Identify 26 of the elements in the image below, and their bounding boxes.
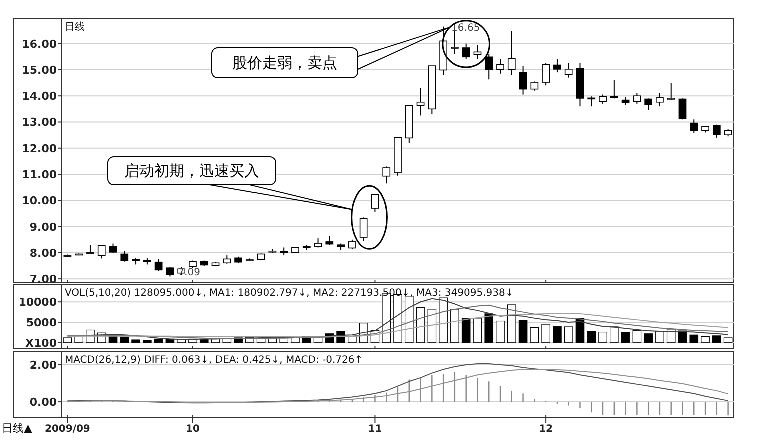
chart-title: MACD(26,12,9) DIFF: 0.063↓, DEA: 0.425↓, MACD: -0.726↑ bbox=[65, 355, 364, 366]
y-tick-label: 16.00 bbox=[22, 38, 58, 51]
y-tick-label: X100 bbox=[26, 336, 58, 350]
x-tick-label: 11 bbox=[368, 424, 382, 435]
annotation: 16.65 bbox=[452, 22, 480, 34]
x-tick-label: 2009/09 bbox=[44, 424, 90, 435]
y-tick-label: 11.00 bbox=[22, 168, 58, 182]
y-tick-label: 10000 bbox=[18, 296, 58, 310]
y-tick-label: 14.00 bbox=[22, 90, 58, 104]
annotation: 股价走弱，卖点 bbox=[232, 54, 338, 72]
y-tick-label: 12.00 bbox=[22, 142, 58, 156]
y-tick-label: 8.00 bbox=[30, 246, 58, 260]
y-tick-label: 13.00 bbox=[22, 116, 58, 130]
annotation: 启动初期，迅速买入 bbox=[124, 162, 260, 180]
y-tick-label: 15.00 bbox=[22, 64, 58, 77]
y-tick-label: 0.00 bbox=[30, 396, 58, 410]
y-tick-label: 9.00 bbox=[30, 220, 58, 234]
x-tick-label: 12 bbox=[539, 424, 554, 435]
y-tick-label: 2.00 bbox=[30, 358, 58, 372]
y-tick-label: 5000 bbox=[26, 316, 58, 330]
x-tick-label: 10 bbox=[186, 424, 200, 435]
y-tick-label: 10.00 bbox=[22, 194, 58, 208]
chart-title: 日线 bbox=[65, 21, 85, 33]
text: 日线▲ bbox=[2, 422, 33, 435]
chart-title: VOL(5,10,20) 128095.000↓, MA1: 180902.797↓, MA2: 227193.500↓, MA3: 349095.938↓ bbox=[65, 288, 514, 299]
annotation: 7.09 bbox=[178, 268, 200, 279]
